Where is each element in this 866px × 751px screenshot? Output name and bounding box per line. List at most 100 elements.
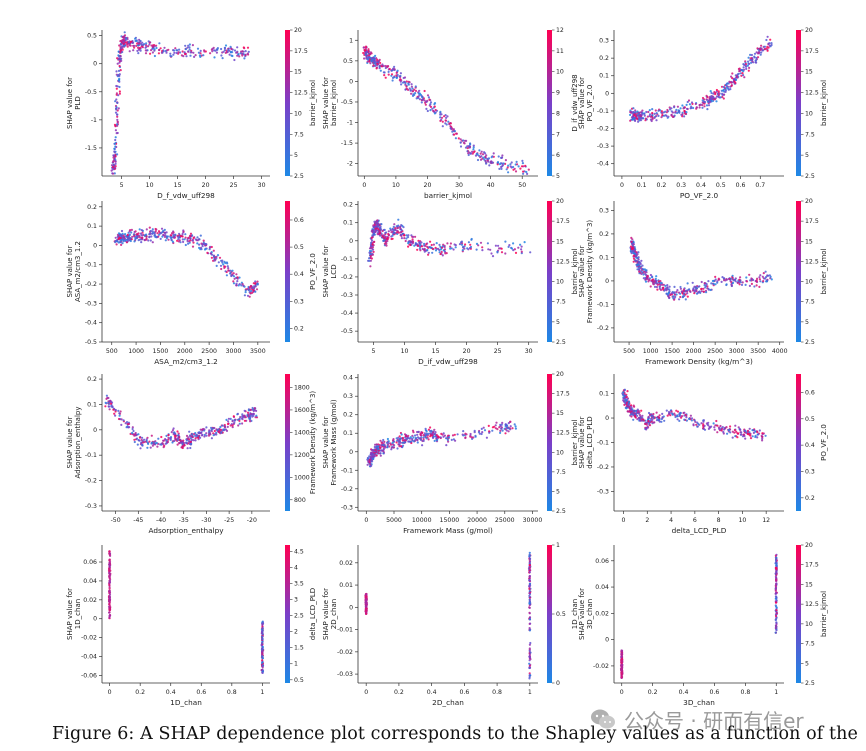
data-point [658, 414, 661, 417]
data-point [632, 107, 635, 110]
data-point [621, 664, 624, 667]
data-point [695, 292, 699, 295]
data-point [147, 40, 150, 43]
data-point [641, 113, 644, 116]
data-point [490, 252, 493, 255]
y-tick-label: 0.2 [599, 55, 609, 62]
colorbar-tick-label: 12.5 [294, 90, 308, 97]
data-point [194, 437, 197, 440]
data-point [366, 54, 369, 57]
data-point [702, 290, 705, 293]
data-point [122, 40, 125, 44]
shap-plot-8: 0 5000 10000 15000 20000 25000 300000.40.30.20… [322, 371, 579, 535]
data-point [652, 280, 655, 283]
data-point [738, 70, 741, 73]
data-point [140, 236, 143, 240]
data-point [108, 611, 111, 614]
data-point [126, 45, 129, 48]
data-point [426, 94, 430, 97]
data-point [769, 45, 772, 48]
data-point [438, 248, 441, 252]
data-point [372, 224, 375, 227]
colorbar-tick-label: 20 [805, 27, 813, 34]
data-point [375, 229, 378, 232]
data-point [226, 262, 229, 265]
data-point [369, 453, 372, 456]
data-point [373, 220, 376, 223]
data-point [474, 434, 477, 437]
data-point [528, 588, 531, 591]
data-point [118, 234, 121, 237]
data-point [368, 461, 371, 464]
data-point [172, 236, 175, 239]
data-point [707, 424, 710, 427]
data-point [151, 51, 154, 54]
data-point [252, 289, 255, 292]
data-point [731, 281, 735, 284]
x-tick-label: 30 [455, 182, 463, 189]
data-point [521, 159, 524, 162]
data-point [150, 49, 153, 52]
data-point [496, 250, 499, 253]
data-point [400, 83, 403, 86]
data-point [377, 447, 380, 450]
y-tick-label: -0.4 [597, 161, 609, 168]
data-point [714, 93, 717, 96]
data-point [674, 295, 677, 298]
data-point [204, 243, 207, 246]
data-point [131, 427, 134, 431]
data-point [107, 401, 110, 404]
data-point [117, 54, 120, 57]
data-point [200, 248, 203, 251]
data-point [188, 43, 191, 46]
data-point [762, 280, 765, 283]
data-point [501, 154, 504, 157]
data-point [509, 163, 512, 166]
data-point [140, 438, 143, 441]
data-point [189, 232, 193, 235]
data-point [431, 251, 434, 254]
colorbar-tick-label: 3 [294, 597, 298, 604]
colorbar-tick-label: 0.2 [294, 325, 304, 332]
data-point [528, 612, 531, 615]
data-point [140, 241, 143, 244]
data-point [655, 275, 658, 278]
data-point [187, 242, 190, 245]
data-point [442, 432, 445, 435]
data-point [181, 238, 184, 241]
y-axis-label-feature: Framework Density (kg/m^3) [586, 220, 594, 324]
data-point [231, 424, 234, 427]
data-point [724, 83, 728, 86]
data-point [715, 419, 718, 423]
y-axis-label-feature: Adsorption_enthalpy [74, 406, 82, 478]
data-point [163, 46, 166, 49]
data-point [676, 289, 679, 292]
data-point [493, 425, 496, 428]
data-point [371, 229, 374, 232]
data-point [233, 58, 236, 62]
x-axis-label: D_if_vdw_uff298 [418, 357, 478, 366]
data-point [160, 435, 163, 439]
data-point [501, 162, 504, 165]
data-point [477, 244, 480, 247]
data-point [236, 46, 239, 49]
data-point [118, 92, 121, 95]
colorbar-tick-label: 0.2 [805, 495, 815, 502]
data-point [165, 434, 168, 437]
data-point [756, 433, 760, 436]
data-point [445, 252, 448, 255]
data-point [667, 291, 671, 294]
data-point [504, 240, 507, 243]
data-point [637, 120, 640, 123]
data-point [375, 67, 378, 70]
data-point [511, 427, 514, 430]
data-point [122, 42, 125, 46]
x-tick-label: 2500 [707, 348, 723, 355]
data-point [384, 235, 387, 238]
data-point [528, 627, 531, 630]
data-point [761, 49, 764, 52]
data-point [742, 74, 745, 77]
data-point [633, 414, 637, 417]
data-point [246, 52, 249, 55]
data-point [210, 428, 213, 432]
